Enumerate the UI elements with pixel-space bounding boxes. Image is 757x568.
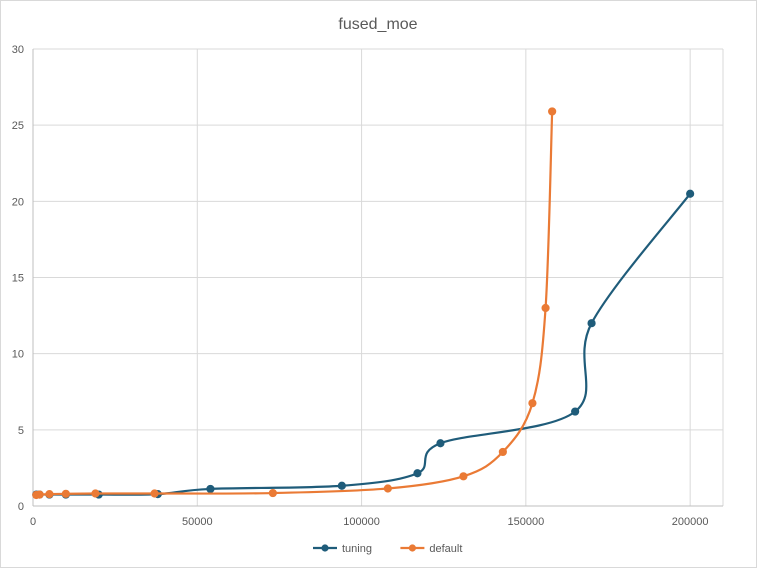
series-default <box>32 107 557 500</box>
series-tuning <box>32 189 695 499</box>
default-point <box>35 490 44 499</box>
tuning-line <box>36 193 692 496</box>
x-tick-label: 0 <box>30 516 36 528</box>
default-point <box>45 490 54 499</box>
x-tick-label: 200000 <box>672 516 709 528</box>
x-tick-label: 150000 <box>507 516 544 528</box>
y-tick-label: 15 <box>12 273 24 285</box>
legend-label: default <box>429 543 462 555</box>
tuning-point <box>413 469 422 478</box>
chart-title: fused_moe <box>338 16 417 33</box>
legend: tuning default <box>313 543 462 555</box>
x-tick-label: 50000 <box>182 516 213 528</box>
default-point <box>548 107 557 116</box>
y-tick-label: 25 <box>12 120 24 132</box>
tuning-point <box>587 319 596 328</box>
default-point <box>150 489 159 498</box>
axes: 0 5 10 15 20 25 30 0 50000 100000 150000 200000 <box>12 44 723 528</box>
y-tick-label: 5 <box>18 425 24 437</box>
tuning-point <box>206 484 215 494</box>
tuning-point <box>436 439 445 448</box>
default-point <box>498 447 507 457</box>
legend-swatch-marker <box>321 544 329 552</box>
x-tick-label: 100000 <box>343 516 380 528</box>
default-point <box>459 472 468 481</box>
default-point <box>528 399 537 408</box>
legend-swatch-marker <box>408 544 416 552</box>
default-point <box>61 489 70 498</box>
tuning-point <box>686 189 695 198</box>
tuning-point <box>571 407 580 416</box>
default-point <box>541 303 550 313</box>
series-layer <box>32 107 695 500</box>
gridlines <box>33 48 724 506</box>
y-tick-label: 0 <box>18 501 24 513</box>
default-point <box>383 484 392 493</box>
y-tick-label: 10 <box>12 349 24 361</box>
y-tick-label: 30 <box>12 44 24 56</box>
default-point <box>91 489 100 498</box>
default-point <box>268 488 277 498</box>
legend-item-default: default <box>400 543 462 555</box>
default-line <box>36 111 554 497</box>
legend-item-tuning: tuning <box>313 543 372 555</box>
tuning-point <box>337 481 346 490</box>
y-tick-label: 20 <box>12 196 24 208</box>
legend-label: tuning <box>342 543 372 555</box>
